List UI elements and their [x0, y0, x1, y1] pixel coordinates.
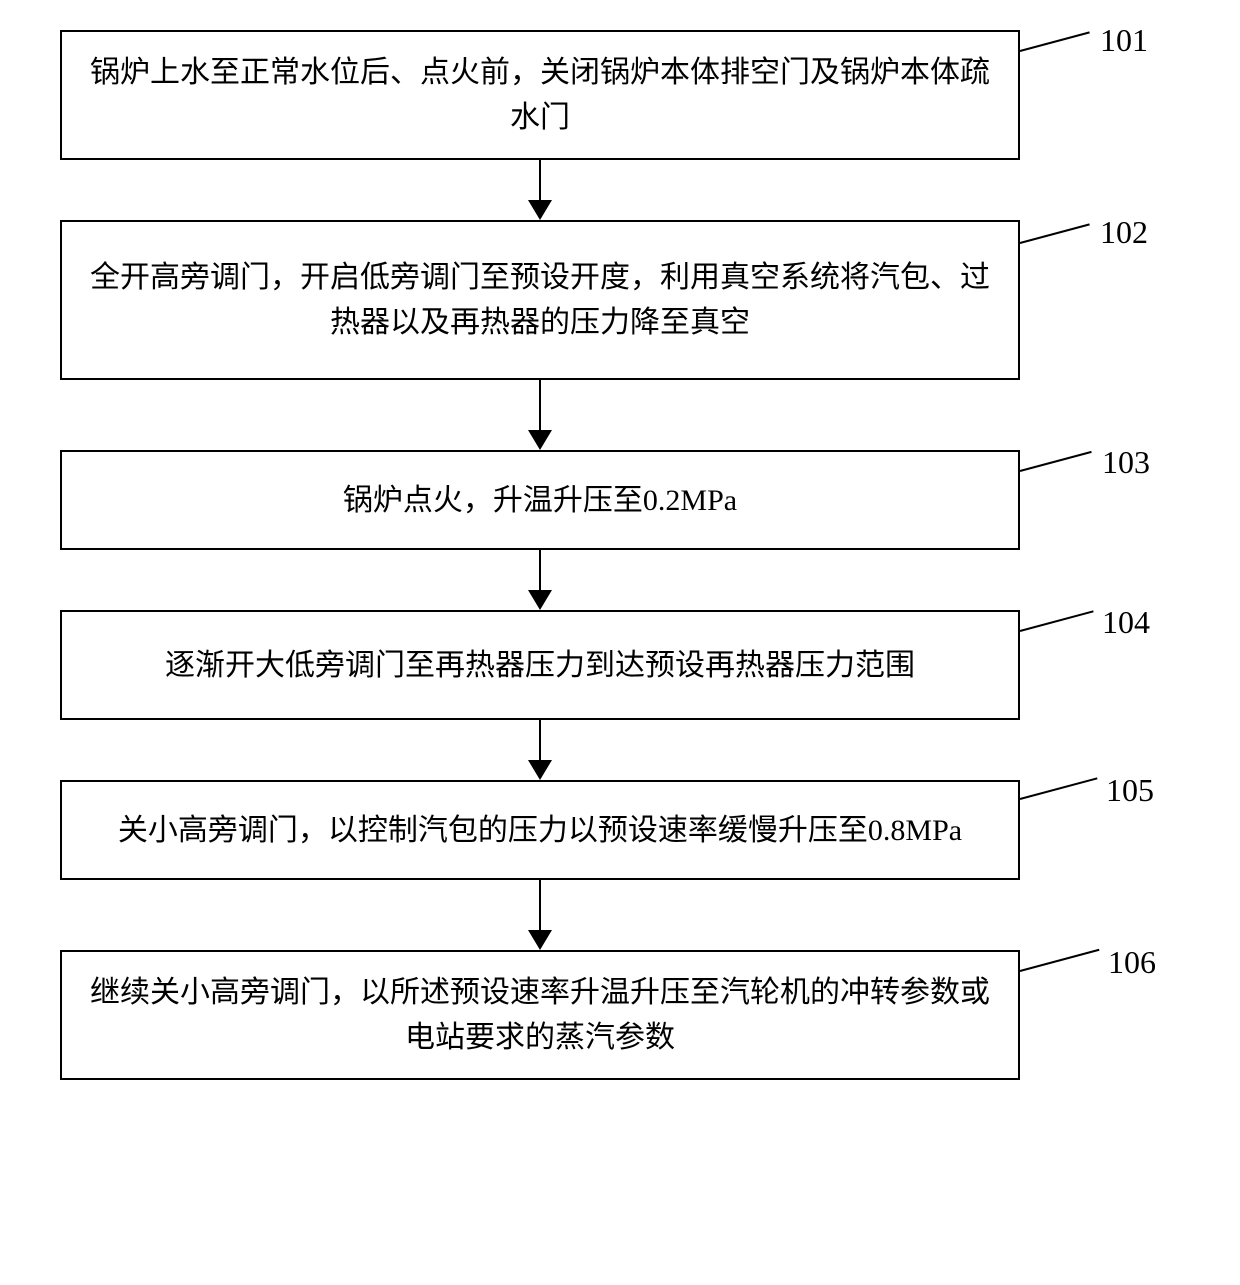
step-row-4: 逐渐开大低旁调门至再热器压力到达预设再热器压力范围104 — [60, 610, 1180, 720]
step-box-1: 锅炉上水至正常水位后、点火前，关闭锅炉本体排空门及锅炉本体疏水门 — [60, 30, 1020, 160]
step-number-4: 104 — [1102, 604, 1150, 641]
step-number-2: 102 — [1100, 214, 1148, 251]
step-connector-5 — [1020, 777, 1098, 800]
step-row-6: 继续关小高旁调门，以所述预设速率升温升压至汽轮机的冲转参数或电站要求的蒸汽参数1… — [60, 950, 1180, 1080]
step-number-3: 103 — [1102, 444, 1150, 481]
arrow-2 — [60, 380, 1020, 450]
step-connector-4 — [1020, 610, 1094, 632]
step-row-3: 锅炉点火，升温升压至0.2MPa103 — [60, 450, 1180, 550]
arrow-head-icon — [528, 590, 552, 610]
step-connector-2 — [1020, 223, 1090, 244]
step-connector-6 — [1020, 949, 1100, 972]
arrow-head-icon — [528, 930, 552, 950]
step-box-5: 关小高旁调门，以控制汽包的压力以预设速率缓慢升压至0.8MPa — [60, 780, 1020, 880]
flowchart-container: 锅炉上水至正常水位后、点火前，关闭锅炉本体排空门及锅炉本体疏水门101 全开高旁调… — [60, 30, 1180, 1080]
step-number-6: 106 — [1108, 944, 1156, 981]
step-number-5: 105 — [1106, 772, 1154, 809]
arrow-1 — [60, 160, 1020, 220]
arrow-line-icon — [539, 880, 541, 934]
arrow-line-icon — [539, 380, 541, 434]
step-row-5: 关小高旁调门，以控制汽包的压力以预设速率缓慢升压至0.8MPa105 — [60, 780, 1180, 880]
arrow-shape-4 — [528, 720, 552, 780]
arrow-4 — [60, 720, 1020, 780]
arrow-head-icon — [528, 430, 552, 450]
step-box-6: 继续关小高旁调门，以所述预设速率升温升压至汽轮机的冲转参数或电站要求的蒸汽参数 — [60, 950, 1020, 1080]
step-row-2: 全开高旁调门，开启低旁调门至预设开度，利用真空系统将汽包、过热器以及再热器的压力… — [60, 220, 1180, 380]
arrow-shape-5 — [528, 880, 552, 950]
arrow-5 — [60, 880, 1020, 950]
step-box-4: 逐渐开大低旁调门至再热器压力到达预设再热器压力范围 — [60, 610, 1020, 720]
step-connector-1 — [1020, 31, 1090, 52]
arrow-head-icon — [528, 760, 552, 780]
arrow-shape-1 — [528, 160, 552, 220]
arrow-shape-3 — [528, 550, 552, 610]
step-box-2: 全开高旁调门，开启低旁调门至预设开度，利用真空系统将汽包、过热器以及再热器的压力… — [60, 220, 1020, 380]
arrow-line-icon — [539, 720, 541, 764]
arrow-head-icon — [528, 200, 552, 220]
step-box-3: 锅炉点火，升温升压至0.2MPa — [60, 450, 1020, 550]
step-number-1: 101 — [1100, 22, 1148, 59]
arrow-line-icon — [539, 160, 541, 204]
arrow-shape-2 — [528, 380, 552, 450]
arrow-line-icon — [539, 550, 541, 594]
step-row-1: 锅炉上水至正常水位后、点火前，关闭锅炉本体排空门及锅炉本体疏水门101 — [60, 30, 1180, 160]
step-connector-3 — [1020, 451, 1092, 472]
arrow-3 — [60, 550, 1020, 610]
